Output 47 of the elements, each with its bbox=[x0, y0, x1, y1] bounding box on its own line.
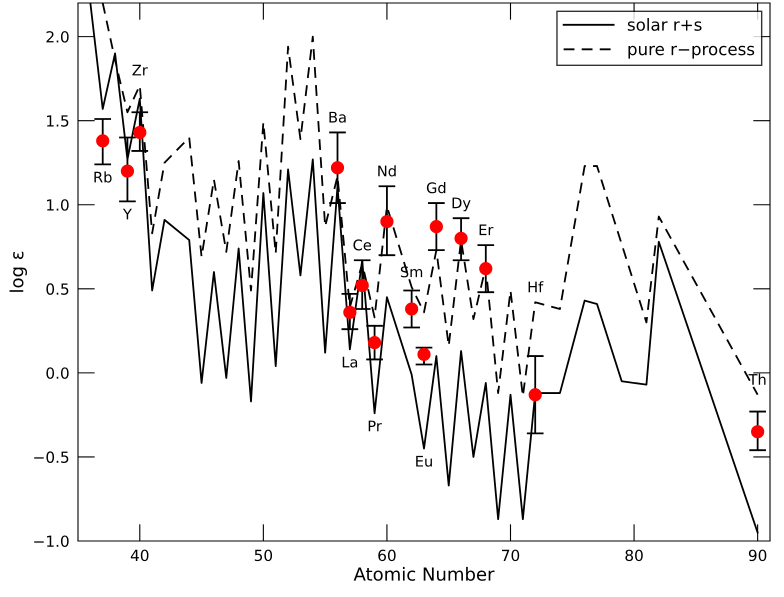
point bbox=[380, 214, 394, 228]
y-tick-label: 2.0 bbox=[46, 31, 69, 43]
legend-label: pure r−process bbox=[628, 46, 754, 59]
annotation: Y bbox=[122, 208, 132, 220]
y-tick-label: −1.0 bbox=[34, 535, 69, 548]
x-tick-label: 50 bbox=[254, 550, 272, 562]
point bbox=[528, 388, 542, 402]
x-tick-label: 90 bbox=[748, 550, 766, 562]
annotation: Er bbox=[480, 224, 494, 236]
annotation: Ba bbox=[329, 112, 346, 123]
x-tick-label: 80 bbox=[625, 550, 643, 562]
annotation: Pr bbox=[368, 420, 382, 432]
x-tick-label: 40 bbox=[130, 550, 148, 562]
y-axis-title: log ε bbox=[10, 252, 28, 292]
y-tick-label: 0.0 bbox=[46, 367, 69, 379]
point bbox=[120, 164, 134, 178]
annotation: Nd bbox=[378, 165, 396, 176]
annotation: Th bbox=[748, 374, 766, 385]
annotation: Dy bbox=[452, 198, 471, 212]
y-tick-label: −0.5 bbox=[34, 451, 68, 463]
point bbox=[417, 348, 431, 361]
point bbox=[430, 220, 443, 234]
point bbox=[330, 161, 344, 174]
y-tick-label: 1.5 bbox=[47, 115, 68, 127]
y-tick-label: 1.0 bbox=[47, 199, 69, 211]
point bbox=[343, 306, 356, 319]
legend-label: solar r+s bbox=[628, 18, 702, 31]
annotation: Hf bbox=[528, 281, 544, 292]
annotation: Zr bbox=[132, 64, 148, 76]
x-tick-label: 70 bbox=[502, 550, 520, 562]
annotation: Rb bbox=[94, 171, 112, 183]
point bbox=[96, 134, 110, 148]
point bbox=[356, 278, 369, 292]
annotation: Ce bbox=[353, 239, 372, 250]
point bbox=[479, 262, 492, 276]
annotation: Eu bbox=[416, 456, 432, 467]
point bbox=[454, 232, 468, 245]
annotation: La bbox=[342, 356, 358, 368]
point bbox=[751, 425, 764, 438]
point bbox=[133, 126, 146, 140]
x-tick-label: 60 bbox=[378, 550, 396, 562]
annotation: Sm bbox=[400, 266, 422, 278]
point bbox=[405, 302, 418, 316]
y-tick-label: 0.5 bbox=[46, 283, 68, 295]
x-axis-title: Atomic Number bbox=[354, 566, 494, 581]
point bbox=[368, 336, 382, 350]
annotation: Gd bbox=[426, 182, 446, 194]
